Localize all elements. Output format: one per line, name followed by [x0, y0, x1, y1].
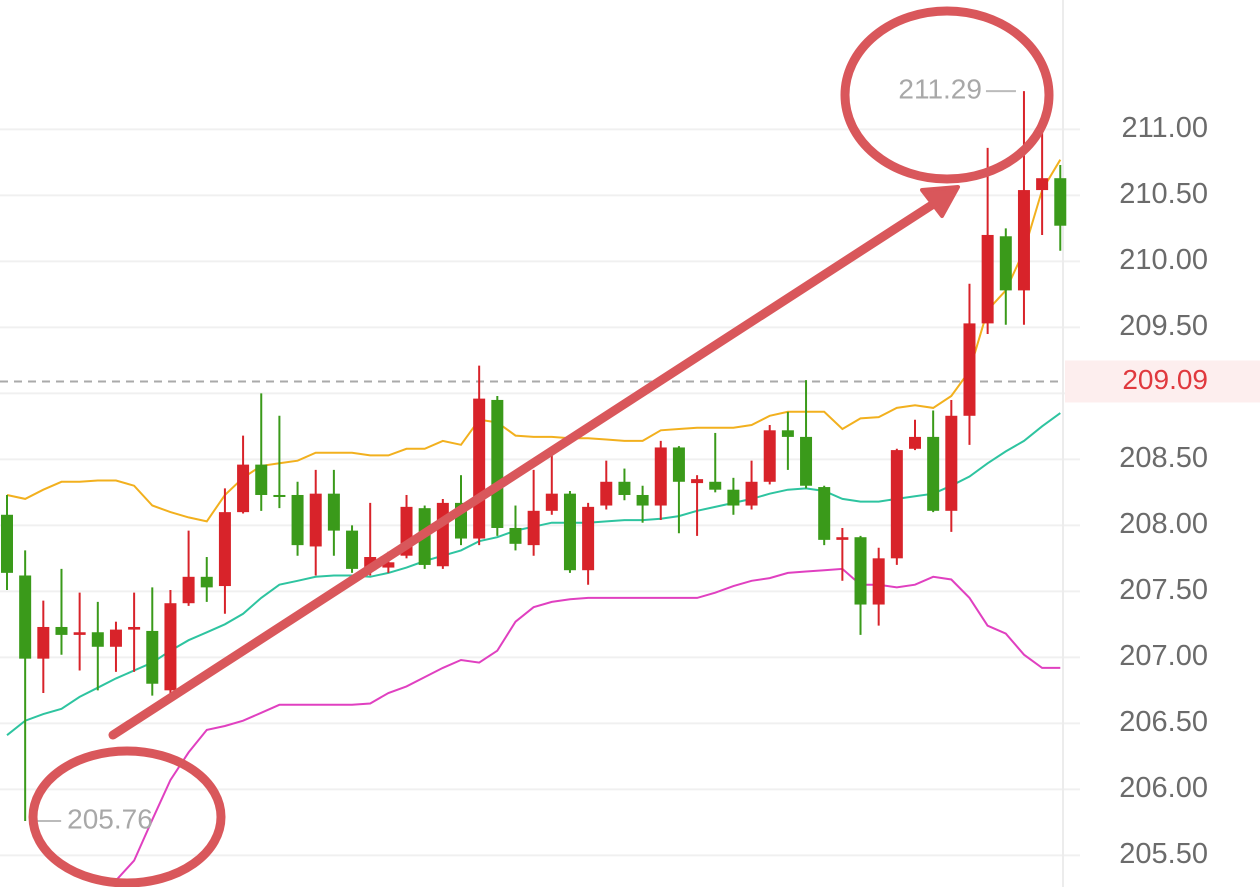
y-tick-label: 208.00 — [1119, 508, 1208, 540]
candle-body — [255, 464, 268, 495]
candle-body — [73, 632, 86, 635]
candle-body — [563, 493, 576, 571]
grid — [0, 128, 1080, 857]
annotation: 211.29 — [898, 73, 982, 104]
candle-body — [927, 436, 940, 511]
y-tick-label: 208.50 — [1119, 442, 1208, 474]
y-tick-label: 210.50 — [1119, 178, 1208, 210]
candle-body — [200, 576, 213, 588]
y-tick-label: 210.00 — [1119, 244, 1208, 276]
candle-body — [745, 481, 758, 506]
candle-body — [709, 481, 722, 490]
y-tick-label: 206.00 — [1119, 772, 1208, 804]
trend-arrow-head — [920, 185, 960, 218]
candle-body — [309, 493, 322, 547]
candle-body — [182, 576, 195, 604]
candle-body — [999, 236, 1012, 291]
y-tick-label: 207.00 — [1119, 640, 1208, 672]
y-tick-label: 206.50 — [1119, 706, 1208, 738]
candle-body — [436, 502, 449, 567]
candle-body — [1036, 178, 1049, 191]
y-tick-label: 207.50 — [1119, 574, 1208, 606]
candle-body — [890, 450, 903, 559]
candle-body — [291, 494, 304, 546]
trend-arrow — [108, 198, 940, 740]
y-tick-label: 211.00 — [1121, 112, 1208, 144]
candle-body — [346, 530, 359, 569]
candle-body — [273, 494, 286, 497]
highlight-circle — [28, 746, 226, 887]
candle-body — [128, 626, 141, 630]
price-label-bg — [1065, 360, 1260, 403]
candle-body — [781, 430, 794, 437]
candle-body — [473, 398, 486, 539]
candle-body — [218, 512, 231, 587]
candle-body — [854, 537, 867, 605]
candle-body — [545, 493, 558, 511]
candle-body — [981, 234, 994, 324]
candle-body — [237, 464, 250, 513]
candle-body — [1017, 190, 1030, 291]
candle-body — [55, 626, 68, 635]
candle-body — [727, 489, 740, 506]
candle-body — [582, 506, 595, 571]
candle-body — [618, 481, 631, 495]
candle-body — [836, 537, 849, 540]
y-tick-label: 209.50 — [1119, 310, 1208, 342]
candle-body — [909, 436, 921, 449]
candle-body — [600, 481, 613, 506]
candle-body — [818, 487, 831, 540]
hand-annotations — [28, 6, 1054, 887]
candle-body — [382, 562, 395, 568]
candle-body — [654, 447, 667, 506]
candle-body — [1054, 178, 1067, 226]
band-line — [115, 567, 1061, 882]
candle-body — [327, 493, 340, 531]
candle-body — [636, 494, 649, 506]
candle-body — [509, 527, 522, 544]
plot — [1, 91, 1067, 882]
candle-body — [146, 630, 159, 684]
candle-body — [109, 629, 122, 647]
candle-body — [672, 447, 685, 482]
candle-body — [963, 323, 976, 416]
candle-body — [800, 436, 813, 486]
candle-body — [19, 575, 32, 659]
highlight-circle — [840, 6, 1054, 184]
candle-body — [37, 626, 50, 659]
candle-body — [1, 514, 13, 573]
annotation: 205.76 — [67, 803, 153, 834]
y-tick-label: 205.50 — [1119, 838, 1208, 870]
candle-body — [164, 603, 177, 691]
candle-body — [91, 632, 104, 647]
candle-body — [527, 510, 540, 546]
candle-body — [872, 558, 885, 605]
price-label: 209.09 — [1122, 364, 1208, 395]
candle-body — [945, 415, 958, 511]
candle-body — [491, 399, 504, 528]
candle-body — [763, 430, 776, 482]
band-line — [6, 159, 1062, 523]
candle-body — [691, 479, 704, 484]
